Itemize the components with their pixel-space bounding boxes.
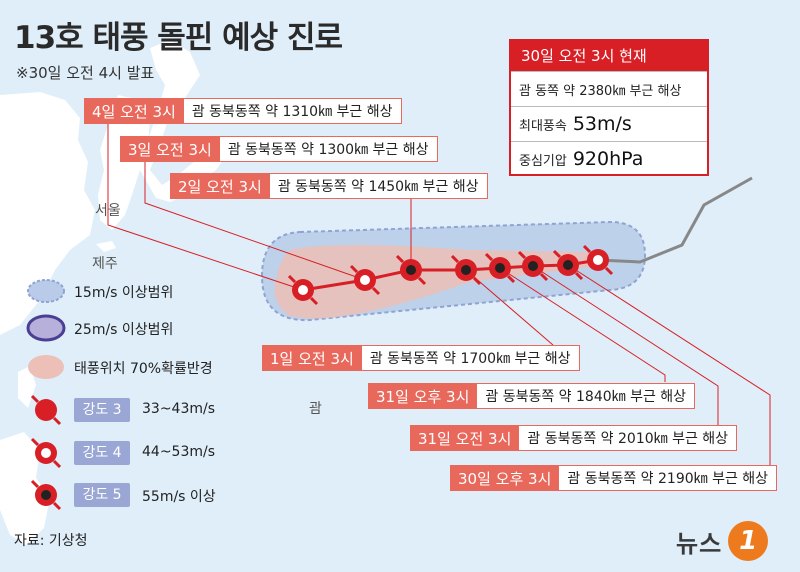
legend-intensity3-badge: 강도 3 bbox=[74, 398, 130, 422]
source-credit: 자료: 기상청 bbox=[14, 533, 88, 549]
place-seoul: 서울 bbox=[95, 203, 121, 219]
leader-31am bbox=[532, 265, 719, 425]
forecast-time: 3일 오전 3시 bbox=[120, 136, 220, 162]
land-korean-peninsula bbox=[98, 95, 150, 230]
legend-intensity3-icon bbox=[30, 394, 62, 426]
typhoon-icon-2day bbox=[395, 254, 427, 286]
current-pressure-value: 920hPa bbox=[572, 148, 644, 170]
legend-prob70-symbol bbox=[28, 355, 64, 379]
typhoon-icon-1day bbox=[450, 254, 482, 286]
land-mainland-china bbox=[0, 92, 95, 335]
leader-30pm bbox=[567, 264, 771, 465]
forecast-callout-1day: 1일 오전 3시 괌 동북동쪽 약 1700㎞ 부근 해상 bbox=[262, 345, 580, 371]
news1-logo: 뉴스 1 bbox=[676, 517, 769, 565]
forecast-location: 괌 동북동쪽 약 1840㎞ 부근 해상 bbox=[477, 383, 696, 409]
legend-intensity5-icon bbox=[30, 479, 62, 511]
land-philippines bbox=[0, 432, 50, 545]
typhoon-markers bbox=[287, 244, 614, 306]
legend-intensity3-range: 33~43m/s bbox=[142, 401, 216, 417]
logo-mark: 1 bbox=[728, 521, 769, 561]
leader-31pm bbox=[499, 267, 666, 382]
typhoon-icon-4day bbox=[287, 274, 319, 306]
legend-intensity4-range: 44~53m/s bbox=[142, 444, 216, 460]
forecast-time: 1일 오전 3시 bbox=[262, 345, 362, 371]
forecast-location: 괌 동북동쪽 약 1700㎞ 부근 해상 bbox=[361, 345, 580, 371]
legend-range15-symbol bbox=[27, 279, 65, 303]
typhoon-icon-current bbox=[582, 244, 614, 276]
forecast-callout-30pm: 30일 오후 3시 괌 동북동쪽 약 2190㎞ 부근 해상 bbox=[450, 465, 778, 491]
prob-70-cone bbox=[274, 245, 598, 319]
legend-prob70-label: 태풍위치 70%확률반경 bbox=[74, 361, 213, 377]
legend-intensity5-badge: 강도 5 bbox=[74, 483, 130, 507]
forecast-callout-2day: 2일 오전 3시 괌 동북동쪽 약 1450㎞ 부근 해상 bbox=[170, 173, 488, 199]
past-track-line bbox=[597, 176, 753, 264]
forecast-location: 괌 동북동쪽 약 1450㎞ 부근 해상 bbox=[269, 173, 488, 199]
forecast-time: 30일 오후 3시 bbox=[450, 465, 560, 491]
legend-intensity5-range: 55m/s 이상 bbox=[142, 489, 216, 505]
current-status-box: 30일 오전 3시 현재 괌 동쪽 약 2380㎞ 부근 해상 최대풍속 53m… bbox=[509, 39, 709, 176]
forecast-location: 괌 동북동쪽 약 1310㎞ 부근 해상 bbox=[183, 98, 402, 124]
legend-intensity4-icon bbox=[30, 437, 62, 469]
forecast-time: 31일 오후 3시 bbox=[368, 383, 478, 409]
current-location: 괌 동쪽 약 2380㎞ 부근 해상 bbox=[511, 71, 707, 106]
current-pressure: 중심기압 920hPa bbox=[511, 141, 707, 176]
place-jeju: 제주 bbox=[92, 256, 118, 272]
current-wind: 최대풍속 53m/s bbox=[511, 106, 707, 141]
forecast-callout-31am: 31일 오전 3시 괌 동북동쪽 약 2010㎞ 부근 해상 bbox=[410, 425, 738, 451]
leader-3day bbox=[144, 162, 366, 281]
forecast-time: 31일 오전 3시 bbox=[410, 425, 520, 451]
current-wind-label: 최대풍속 bbox=[519, 118, 567, 134]
forecast-callout-3day: 3일 오전 3시 괌 동북동쪽 약 1300㎞ 부근 해상 bbox=[120, 136, 438, 162]
forecast-location: 괌 동북동쪽 약 1300㎞ 부근 해상 bbox=[219, 136, 438, 162]
typhoon-icon-31pm bbox=[484, 252, 516, 284]
forecast-callout-4day: 4일 오전 3시 괌 동북동쪽 약 1310㎞ 부근 해상 bbox=[84, 98, 402, 124]
forecast-location: 괌 동북동쪽 약 2010㎞ 부근 해상 bbox=[519, 425, 738, 451]
legend-range25-symbol bbox=[26, 314, 66, 342]
current-wind-value: 53m/s bbox=[572, 113, 632, 135]
map-subtitle: ※30일 오전 4시 발표 bbox=[16, 64, 155, 82]
typhoon-icon-30pm bbox=[552, 249, 584, 281]
forecast-location: 괌 동북동쪽 약 2190㎞ 부근 해상 bbox=[559, 465, 778, 491]
legend-intensity4-badge: 강도 4 bbox=[74, 441, 130, 465]
forecast-time: 4일 오전 3시 bbox=[84, 98, 184, 124]
current-header: 30일 오전 3시 현재 bbox=[511, 41, 707, 71]
map-title: 13호 태풍 돌핀 예상 진로 bbox=[14, 20, 343, 56]
place-guam: 괌 bbox=[309, 401, 322, 417]
land-jeju bbox=[96, 241, 116, 252]
forecast-callout-31pm: 31일 오후 3시 괌 동북동쪽 약 1840㎞ 부근 해상 bbox=[368, 383, 696, 409]
logo-text: 뉴스 bbox=[676, 529, 723, 558]
legend-range15-label: 15m/s 이상범위 bbox=[74, 285, 174, 301]
forecast-time: 2일 오전 3시 bbox=[170, 173, 270, 199]
current-pressure-label: 중심기압 bbox=[519, 153, 567, 169]
leader-4day bbox=[107, 124, 304, 291]
legend-range25-label: 25m/s 이상범위 bbox=[74, 322, 174, 338]
typhoon-icon-3day bbox=[349, 264, 381, 296]
typhoon-icon-31am bbox=[517, 250, 549, 282]
